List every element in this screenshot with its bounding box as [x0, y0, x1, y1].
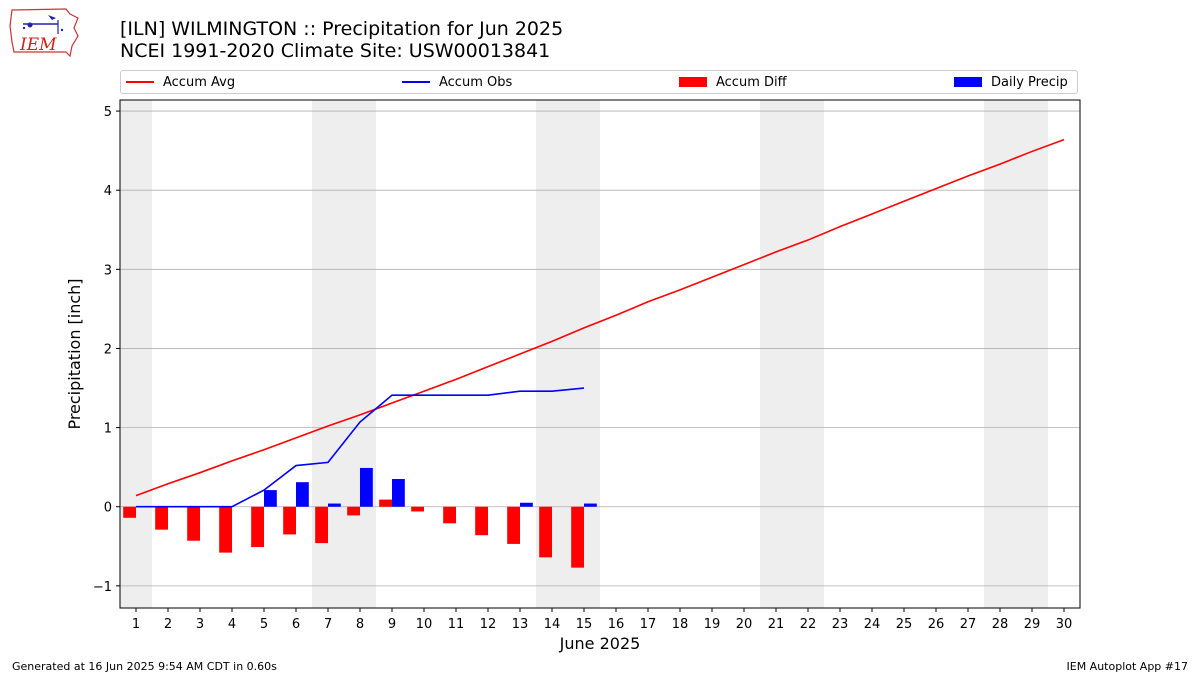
- weekend-shade: [984, 100, 1048, 608]
- accum-diff-bar: [251, 506, 264, 548]
- y-tick-label: 3: [104, 263, 112, 278]
- accum-diff-bar: [539, 506, 552, 558]
- x-tick-label: 16: [608, 617, 625, 632]
- x-tick-label: 8: [356, 617, 364, 632]
- x-tick-label: 4: [228, 617, 236, 632]
- y-tick-label: 5: [104, 105, 112, 120]
- accum-diff-bar: [187, 506, 200, 541]
- y-tick-label: 2: [104, 342, 112, 357]
- weekend-shade: [760, 100, 824, 608]
- y-axis-label: Precipitation [inch]: [65, 278, 84, 429]
- x-tick-label: 13: [512, 617, 529, 632]
- iem-logo: IEM: [8, 6, 80, 58]
- y-tick-label: 1: [104, 422, 112, 437]
- chart-legend: Accum Avg Accum Obs Accum Diff Daily Pre…: [120, 70, 1078, 94]
- legend-label-daily-precip: Daily Precip: [991, 74, 1068, 90]
- accum-diff-bar: [411, 506, 424, 512]
- x-tick-label: 17: [640, 617, 657, 632]
- plot-frame: [119, 99, 1081, 609]
- accum-diff-bar: [475, 506, 488, 536]
- legend-label-accum-diff: Accum Diff: [716, 74, 787, 90]
- x-tick-label: 14: [544, 617, 561, 632]
- legend-item-accum-obs: Accum Obs: [402, 71, 512, 93]
- accum-diff-bar: [219, 506, 232, 553]
- x-tick-label: 2: [164, 617, 172, 632]
- legend-swatch-accum-obs: [402, 81, 430, 83]
- title-line-1: [ILN] WILMINGTON :: Precipitation for Ju…: [120, 18, 564, 40]
- x-tick-label: 24: [864, 617, 881, 632]
- app-footer: IEM Autoplot App #17: [1066, 660, 1189, 673]
- x-tick-label: 18: [672, 617, 689, 632]
- x-tick-label: 22: [800, 617, 817, 632]
- legend-swatch-daily-precip: [954, 77, 982, 87]
- accum-diff-bar: [315, 506, 328, 544]
- weekend-shade: [120, 100, 152, 608]
- accum-diff-bar: [571, 506, 584, 568]
- accum-diff-bar: [283, 506, 296, 535]
- x-tick-label: 9: [388, 617, 396, 632]
- x-tick-label: 12: [480, 617, 497, 632]
- accum-avg-line: [135, 138, 1065, 497]
- x-tick-label: 6: [292, 617, 300, 632]
- chart-title: [ILN] WILMINGTON :: Precipitation for Ju…: [120, 18, 563, 62]
- x-tick-label: 27: [960, 617, 977, 632]
- title-line-2: NCEI 1991-2020 Climate Site: USW00013841: [120, 40, 551, 62]
- legend-swatch-accum-diff: [679, 77, 707, 87]
- accum-obs-line: [136, 387, 585, 508]
- x-tick-label: 5: [260, 617, 268, 632]
- legend-swatch-accum-avg: [126, 81, 154, 83]
- x-tick-label: 26: [928, 617, 945, 632]
- legend-label-accum-obs: Accum Obs: [439, 74, 513, 90]
- x-tick-label: 25: [896, 617, 913, 632]
- legend-label-accum-avg: Accum Avg: [163, 74, 236, 90]
- daily-precip-bar: [264, 490, 277, 507]
- logo-text: IEM: [19, 35, 57, 55]
- x-tick-label: 29: [1024, 617, 1041, 632]
- y-tick-label: 4: [104, 184, 112, 199]
- daily-precip-bar: [328, 503, 341, 507]
- legend-item-accum-diff: Accum Diff: [679, 71, 787, 93]
- daily-precip-bar: [584, 503, 597, 507]
- x-tick-label: 11: [448, 617, 465, 632]
- legend-item-daily-precip: Daily Precip: [954, 71, 1068, 93]
- x-tick-label: 1: [132, 617, 140, 632]
- x-tick-label: 30: [1056, 617, 1073, 632]
- y-tick-label: −1: [93, 580, 112, 595]
- daily-precip-bar: [392, 479, 405, 507]
- x-axis-label: June 2025: [559, 634, 641, 653]
- generated-footer: Generated at 16 Jun 2025 9:54 AM CDT in …: [12, 660, 277, 673]
- accum-diff-bar: [155, 506, 168, 530]
- x-tick-label: 15: [576, 617, 593, 632]
- accum-diff-bar: [507, 506, 520, 544]
- x-tick-label: 28: [992, 617, 1009, 632]
- x-tick-label: 23: [832, 617, 849, 632]
- accum-diff-bar: [347, 506, 360, 516]
- daily-precip-bar: [296, 482, 309, 507]
- x-tick-label: 19: [704, 617, 721, 632]
- accum-diff-bar: [379, 499, 392, 507]
- accum-diff-bar: [123, 506, 136, 518]
- daily-precip-bar: [360, 467, 373, 507]
- x-tick-label: 3: [196, 617, 204, 632]
- x-tick-label: 7: [324, 617, 332, 632]
- x-tick-label: 21: [768, 617, 785, 632]
- y-tick-label: 0: [104, 501, 112, 516]
- legend-item-accum-avg: Accum Avg: [126, 71, 235, 93]
- iowa-state-outline-icon: IEM: [9, 8, 79, 58]
- accum-diff-bar: [443, 506, 456, 524]
- daily-precip-bar: [520, 502, 533, 507]
- x-tick-label: 10: [416, 617, 433, 632]
- x-tick-label: 20: [736, 617, 753, 632]
